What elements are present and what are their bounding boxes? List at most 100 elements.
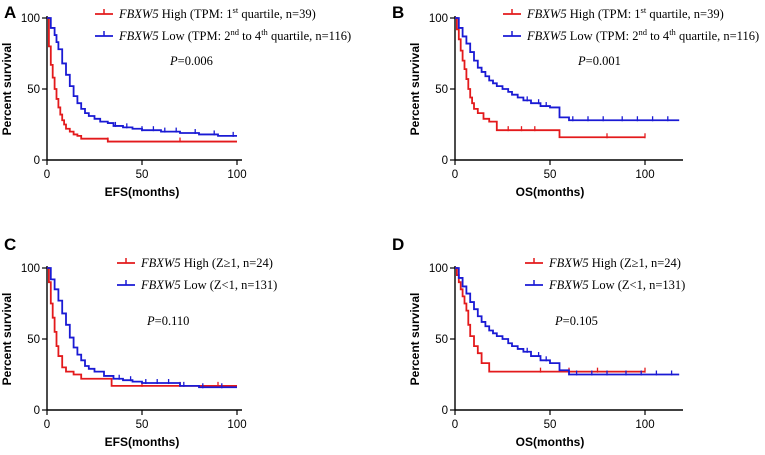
legend-text: quartile, n=116) xyxy=(268,29,351,43)
legend-entry-high: FBXW5 High (Z≥1, n=24) xyxy=(525,256,681,270)
panel-letter: D xyxy=(392,235,404,254)
x-axis-label: EFS(months) xyxy=(105,435,180,449)
legend-entry-low: FBXW5 Low (TPM: 2nd to 4th quartile, n=1… xyxy=(95,27,351,43)
y-tick-label: 100 xyxy=(429,13,448,25)
legend-entry-high: FBXW5 High (TPM: 1st quartile, n=39) xyxy=(503,5,724,21)
y-tick-label: 0 xyxy=(442,155,448,167)
x-tick-label: 100 xyxy=(635,169,654,181)
p-value-number: =0.001 xyxy=(586,54,621,68)
legend-text: Low (Z<1, n=131) xyxy=(589,278,686,292)
x-axis-label: OS(months) xyxy=(516,435,585,449)
x-tick-label: 0 xyxy=(44,169,50,181)
y-tick-label: 0 xyxy=(34,155,40,167)
legend-sup: st xyxy=(641,5,647,15)
legend-label: FBXW5 High (TPM: 1st quartile, n=39) xyxy=(118,5,316,21)
legend-sup: th xyxy=(261,27,268,37)
p-value-symbol: P xyxy=(554,314,563,328)
x-tick-label: 100 xyxy=(227,419,246,431)
x-tick-label: 50 xyxy=(136,169,149,181)
p-value: P=0.006 xyxy=(169,54,213,68)
p-value-symbol: P xyxy=(577,54,586,68)
y-axis-label: Percent survival xyxy=(0,293,14,386)
legend-text: quartile, n=116) xyxy=(676,29,759,43)
panel-letter: C xyxy=(4,235,16,254)
legend-entry-high: FBXW5 High (Z≥1, n=24) xyxy=(117,256,273,270)
legend-text: Low (TPM: 2 xyxy=(159,29,231,43)
y-tick-label: 0 xyxy=(34,405,40,417)
y-tick-label: 0 xyxy=(442,405,448,417)
legend-label: FBXW5 High (TPM: 1st quartile, n=39) xyxy=(526,5,724,21)
y-axis-label: Percent survival xyxy=(0,43,14,136)
legend-text: quartile, n=39) xyxy=(646,7,724,21)
y-tick-label: 100 xyxy=(429,263,448,275)
panel-d: D 0 50 100 0 50 100 OS(months) Percent survival F… xyxy=(392,235,685,449)
legend-entry-high: FBXW5 High (TPM: 1st quartile, n=39) xyxy=(95,5,316,21)
legend-gene: FBXW5 xyxy=(548,278,589,292)
x-axis-label: OS(months) xyxy=(516,185,585,199)
survival-curve-low xyxy=(47,17,237,137)
x-tick-label: 50 xyxy=(136,419,149,431)
p-value-number: =0.006 xyxy=(178,54,213,68)
panel-a: A 0 50 100 0 50 100 EFS(months) Percent survival… xyxy=(0,3,351,199)
legend-label: FBXW5 Low (TPM: 2nd to 4th quartile, n=1… xyxy=(526,27,759,43)
panel-letter: A xyxy=(4,3,16,22)
legend-text: High (Z≥1, n=24) xyxy=(589,256,681,270)
y-tick-label: 50 xyxy=(27,334,40,346)
survival-curve-high xyxy=(47,17,237,143)
p-value-number: =0.105 xyxy=(563,314,598,328)
legend-label: FBXW5 High (Z≥1, n=24) xyxy=(140,256,273,270)
y-tick-label: 50 xyxy=(435,84,448,96)
panel-letter: B xyxy=(392,3,404,22)
x-tick-label: 50 xyxy=(544,169,557,181)
legend-sup: nd xyxy=(230,27,239,37)
panel-c: C 0 50 100 0 50 100 EFS(months) Percent survival… xyxy=(0,235,277,449)
survival-curve-low xyxy=(455,267,680,376)
x-tick-label: 0 xyxy=(452,169,458,181)
legend-gene: FBXW5 xyxy=(526,7,567,21)
legend-entry-low: FBXW5 Low (TPM: 2nd to 4th quartile, n=1… xyxy=(503,27,759,43)
legend-text: to 4 xyxy=(239,29,262,43)
y-axis-label: Percent survival xyxy=(408,293,422,386)
y-tick-label: 50 xyxy=(435,334,448,346)
survival-curve-high xyxy=(455,267,645,373)
x-tick-label: 0 xyxy=(452,419,458,431)
legend-gene: FBXW5 xyxy=(118,7,159,21)
legend-entry-low: FBXW5 Low (Z<1, n=131) xyxy=(525,278,685,292)
survival-curve-low xyxy=(455,17,680,122)
y-tick-label: 100 xyxy=(21,13,40,25)
legend-label: FBXW5 Low (Z<1, n=131) xyxy=(548,278,685,292)
legend-text: Low (Z<1, n=131) xyxy=(181,278,278,292)
legend-gene: FBXW5 xyxy=(548,256,589,270)
legend-gene: FBXW5 xyxy=(526,29,567,43)
legend-label: FBXW5 Low (TPM: 2nd to 4th quartile, n=1… xyxy=(118,27,351,43)
panel-b: B 0 50 100 0 50 100 OS(months) Percent survival F… xyxy=(392,3,759,199)
legend-gene: FBXW5 xyxy=(140,256,181,270)
x-tick-label: 100 xyxy=(635,419,654,431)
legend-text: quartile, n=39) xyxy=(238,7,316,21)
p-value-number: =0.110 xyxy=(155,314,190,328)
x-tick-label: 100 xyxy=(227,169,246,181)
legend-text: Low (TPM: 2 xyxy=(567,29,639,43)
legend-sup: nd xyxy=(638,27,647,37)
x-axis-label: EFS(months) xyxy=(105,185,180,199)
y-tick-label: 50 xyxy=(27,84,40,96)
legend-label: FBXW5 Low (Z<1, n=131) xyxy=(140,278,277,292)
legend-sup: st xyxy=(233,5,239,15)
x-tick-label: 50 xyxy=(544,419,557,431)
survival-curve-high xyxy=(47,267,237,387)
p-value-symbol: P xyxy=(146,314,155,328)
x-tick-label: 0 xyxy=(44,419,50,431)
legend-gene: FBXW5 xyxy=(140,278,181,292)
p-value-symbol: P xyxy=(169,54,178,68)
y-tick-label: 100 xyxy=(21,263,40,275)
p-value: P=0.105 xyxy=(554,314,598,328)
p-value: P=0.001 xyxy=(577,54,621,68)
legend-text: to 4 xyxy=(647,29,670,43)
legend-gene: FBXW5 xyxy=(118,29,159,43)
survival-curve-high xyxy=(455,17,645,139)
legend-entry-low: FBXW5 Low (Z<1, n=131) xyxy=(117,278,277,292)
legend-text: High (TPM: 1 xyxy=(567,7,641,21)
legend-text: High (Z≥1, n=24) xyxy=(181,256,273,270)
p-value: P=0.110 xyxy=(146,314,189,328)
